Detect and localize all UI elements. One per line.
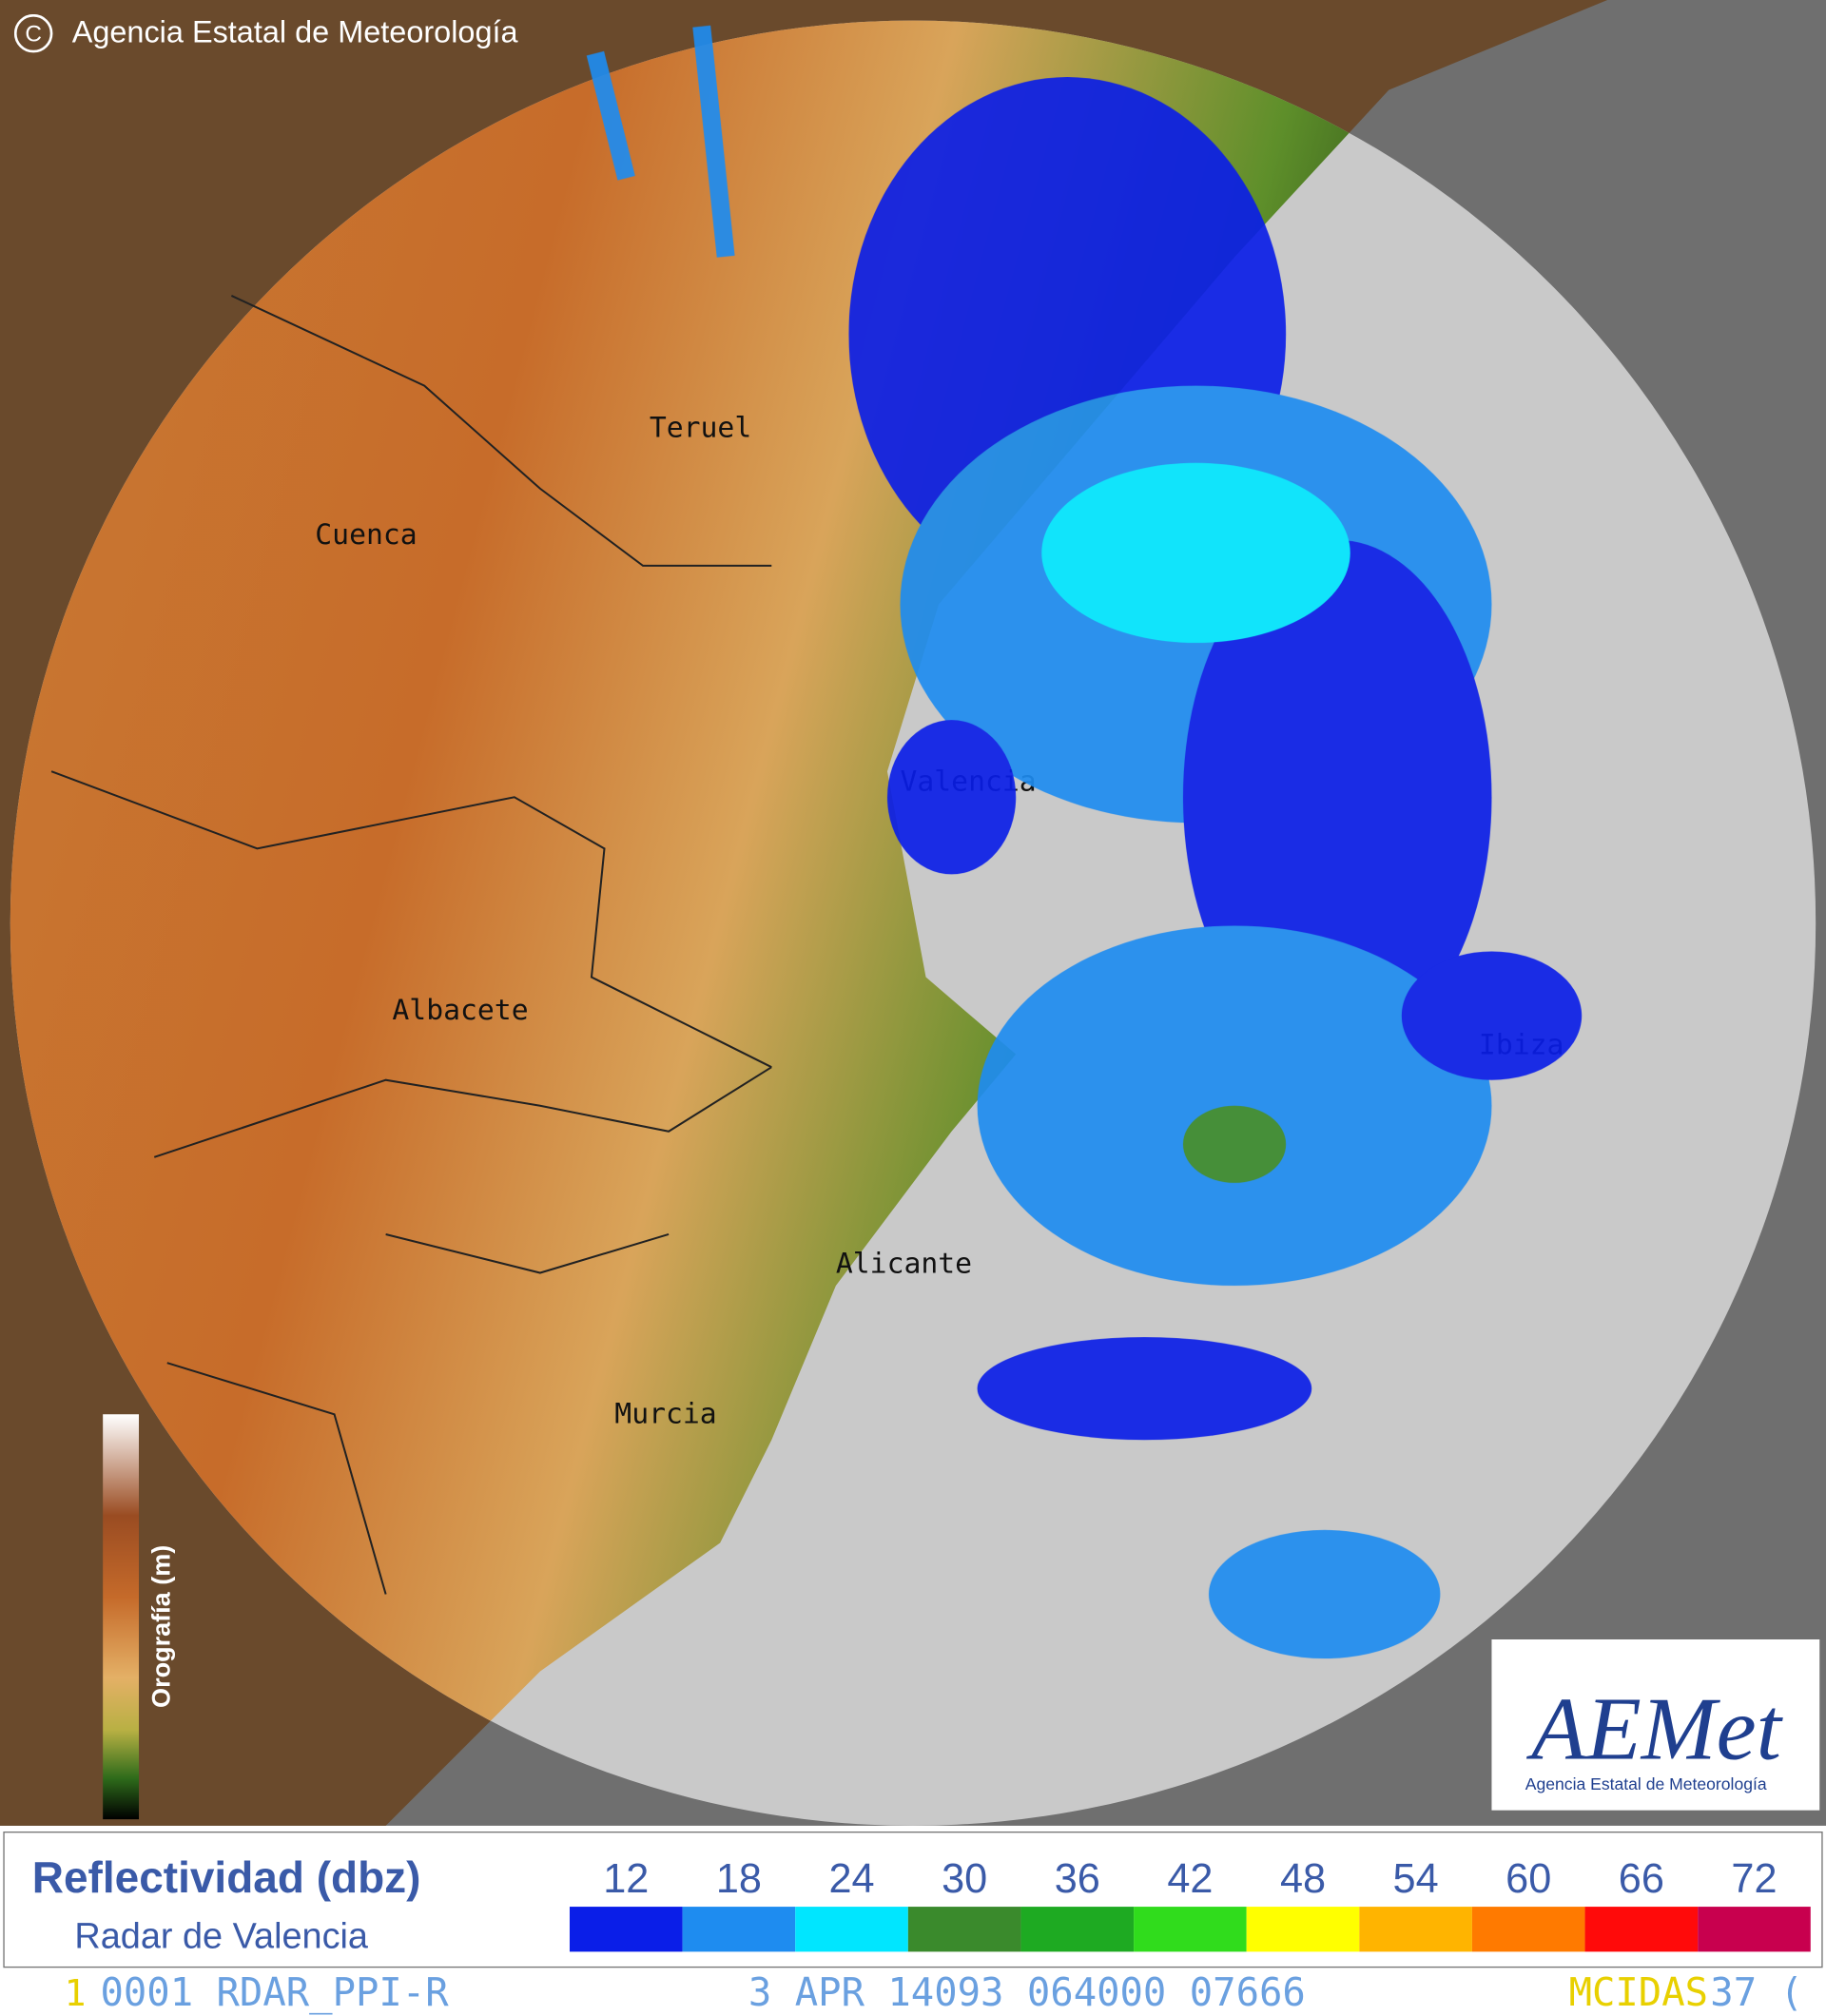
reflectivity-swatch xyxy=(907,1907,1021,1952)
footer: 1 0001 RDAR_PPI-R 3 APR 14093 064000 076… xyxy=(0,1969,1826,2016)
orography-scale: Orografía (m) xyxy=(103,1414,175,1820)
city-label: Teruel xyxy=(650,412,751,445)
reflectivity-swatch xyxy=(1020,1907,1135,1952)
reflectivity-swatch xyxy=(1359,1907,1472,1952)
city-label: Alicante xyxy=(836,1248,972,1281)
reflectivity-swatch xyxy=(682,1907,796,1952)
reflectivity-swatch xyxy=(1134,1907,1247,1952)
rain-streak xyxy=(692,25,735,258)
city-label: Albacete xyxy=(392,994,528,1027)
rain-cell xyxy=(1401,951,1583,1080)
rain-streak xyxy=(586,50,635,181)
footer-bg xyxy=(0,1969,1826,2016)
reflectivity-tick-label: 72 xyxy=(1731,1856,1777,1902)
orography-bar xyxy=(103,1414,140,1820)
logo-name: AEMet xyxy=(1525,1680,1783,1779)
reflectivity-tick-label: 48 xyxy=(1280,1856,1326,1902)
reflectivity-legend: Reflectividad (dbz) Radar de Valencia 12… xyxy=(3,1831,1823,1968)
copyright-icon: C xyxy=(25,21,42,47)
reflectivity-tick-label: 24 xyxy=(828,1856,874,1902)
city-label: Murcia xyxy=(614,1398,716,1431)
footer-stamp: 3 APR 14093 064000 07666 xyxy=(748,1969,1306,2015)
footer-tail: 37 ( xyxy=(1710,1969,1803,2015)
reflectivity-swatch xyxy=(795,1907,908,1952)
reflectivity-tick-label: 60 xyxy=(1505,1856,1551,1902)
copyright-text: Agencia Estatal de Meteorología xyxy=(72,15,519,49)
borders xyxy=(50,295,772,1595)
reflectivity-swatch xyxy=(1584,1907,1699,1952)
rain-cell xyxy=(977,1337,1312,1441)
rain-cell xyxy=(1208,1529,1441,1659)
footer-run: 1 xyxy=(65,1972,87,2014)
logo-subtitle: Agencia Estatal de Meteorología xyxy=(1525,1774,1767,1793)
rain-cell xyxy=(886,720,1017,875)
logo: AEMet Agencia Estatal de Meteorología xyxy=(1491,1638,1820,1811)
rain-cell xyxy=(1182,539,1492,1055)
orography-title: Orografía (m) xyxy=(146,1545,175,1708)
land xyxy=(10,20,1608,1826)
legend-subtitle: Radar de Valencia xyxy=(74,1916,369,1956)
rain-cell xyxy=(1041,462,1350,644)
reflectivity-tick-label: 18 xyxy=(716,1856,762,1902)
reflectivity-tick-label: 66 xyxy=(1619,1856,1664,1902)
footer-product: 0001 RDAR_PPI-R xyxy=(100,1969,449,2015)
copyright: C Agencia Estatal de Meteorología xyxy=(13,13,519,53)
rain-cell xyxy=(1182,1105,1287,1183)
reflectivity-swatch xyxy=(1698,1907,1811,1952)
reflectivity-swatch xyxy=(1246,1907,1360,1952)
reflectivity-swatch xyxy=(569,1907,683,1952)
copyright-icon xyxy=(13,13,53,53)
logo-box xyxy=(1491,1638,1820,1811)
rain xyxy=(586,25,1583,1659)
reflectivity-tick-label: 36 xyxy=(1055,1856,1100,1902)
reflectivity-tick-label: 12 xyxy=(603,1856,649,1902)
reflectivity-tick-label: 42 xyxy=(1167,1856,1213,1902)
reflectivity-swatch xyxy=(1471,1907,1585,1952)
footer-system: MCIDAS xyxy=(1569,1969,1708,2015)
city-label: Cuenca xyxy=(315,518,417,552)
reflectivity-tick-label: 54 xyxy=(1393,1856,1439,1902)
reflectivity-tick-label: 30 xyxy=(942,1856,987,1902)
legend-title: Reflectividad (dbz) xyxy=(32,1852,421,1902)
